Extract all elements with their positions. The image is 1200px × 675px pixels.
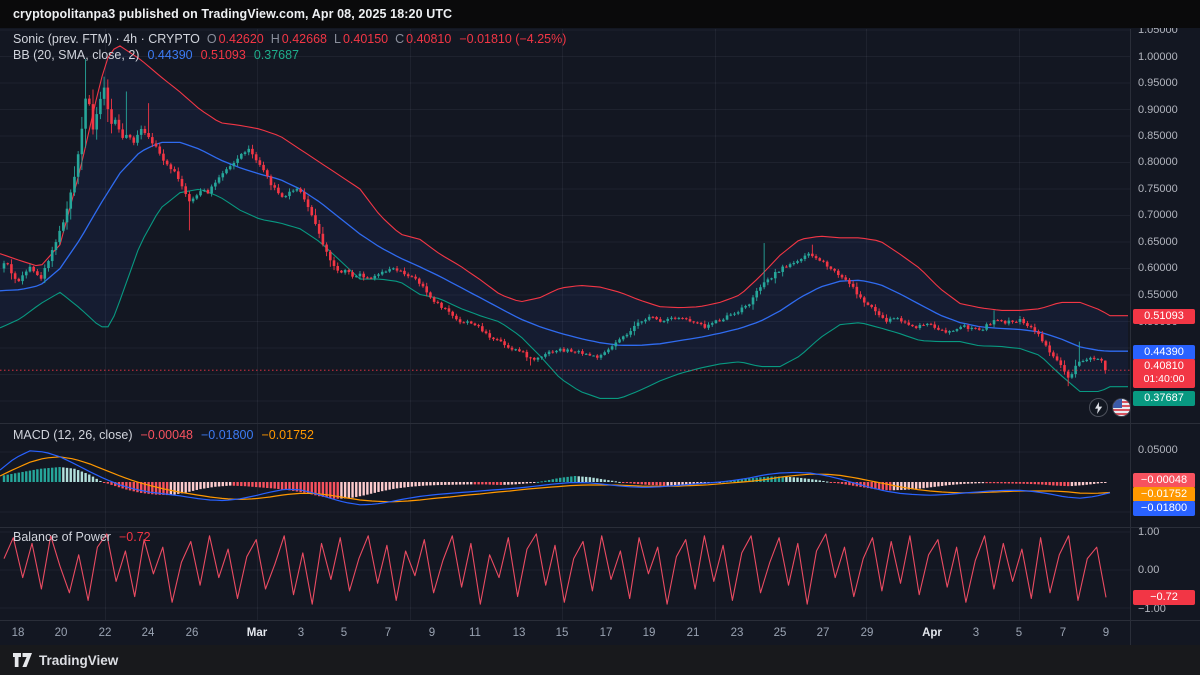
macd-hist-value: −0.00048 (140, 428, 193, 442)
time-axis-month-tick[interactable]: Mar (246, 627, 268, 639)
open-label: O (206, 32, 217, 46)
lightning-icon (1095, 401, 1103, 414)
macd-title: MACD (12, 26, close) (13, 428, 133, 442)
time-axis-tick[interactable]: 27 (816, 627, 830, 639)
bb-basis-price-badge: 0.44390 (1133, 345, 1195, 360)
time-axis-tick[interactable]: 15 (555, 627, 569, 639)
bb-upper-price-badge: 0.51093 (1133, 309, 1195, 324)
price-axis-label: 0.65000 (1138, 236, 1178, 248)
time-axis-tick[interactable]: 18 (11, 627, 25, 639)
macd-line-value: −0.01800 (200, 428, 254, 442)
high-value: 0.42668 (281, 32, 327, 46)
header-bar: cryptopolitanpa3 published on TradingVie… (0, 0, 1200, 28)
open-value: 0.42620 (218, 32, 264, 46)
time-axis-tick[interactable]: 5 (1015, 627, 1023, 639)
bop-pane[interactable] (3, 533, 1107, 605)
price-axis-label: 0.70000 (1138, 209, 1178, 221)
price-axis-label: 0.60000 (1138, 262, 1178, 274)
time-axis-tick[interactable]: 7 (1059, 627, 1067, 639)
high-label: H (270, 32, 280, 46)
price-axis-label: 0.80000 (1138, 156, 1178, 168)
bop-title: Balance of Power (13, 530, 111, 544)
pane-action-buttons (1089, 398, 1131, 417)
time-axis-tick[interactable]: 24 (141, 627, 155, 639)
tradingview-logo-icon[interactable] (13, 653, 32, 667)
bb-basis-value: 0.44390 (147, 48, 193, 62)
bb-title: BB (20, SMA, close, 2) (13, 48, 140, 62)
price-axis-label: 0.75000 (1138, 183, 1178, 195)
macd-legend[interactable]: MACD (12, 26, close) −0.00048 −0.01800 −0.0… (13, 428, 314, 442)
bb-lower-value: 0.37687 (253, 48, 299, 62)
avatar-flag-quadrant (1113, 399, 1122, 408)
gridlines (0, 29, 1130, 620)
low-label: L (333, 32, 341, 46)
bollinger-bands (0, 45, 1128, 399)
bop-axis-label: 1.00 (1138, 526, 1160, 538)
price-axis-label: 1.00000 (1138, 51, 1178, 63)
bb-upper-value: 0.51093 (200, 48, 246, 62)
macd-axis-label: 0.05000 (1138, 444, 1178, 456)
price-axis-label: 0.55000 (1138, 289, 1178, 301)
time-axis-tick[interactable]: 5 (340, 627, 348, 639)
close-value: 0.40810 (406, 32, 452, 46)
time-axis-tick[interactable]: 9 (428, 627, 436, 639)
symbol-legend-row[interactable]: Sonic (prev. FTM) · 4h · CRYPTO O 0.42620 H… (13, 31, 566, 47)
time-axis-tick[interactable]: 17 (599, 627, 613, 639)
time-axis-tick[interactable]: 7 (384, 627, 392, 639)
header-attribution: cryptopolitanpa3 published on TradingVie… (13, 7, 453, 21)
bb-legend-row[interactable]: BB (20, SMA, close, 2) 0.44390 0.51093 0.37… (13, 47, 566, 63)
time-axis-tick[interactable]: 3 (297, 627, 305, 639)
time-axis-tick[interactable]: 9 (1102, 627, 1110, 639)
macd-hist-badge: −0.00048 (1133, 473, 1195, 488)
symbol-title: Sonic (prev. FTM) · 4h · CRYPTO (13, 32, 200, 46)
macd-signal-value: −0.01752 (261, 428, 314, 442)
bop-value-badge: −0.72 (1133, 590, 1195, 605)
bop-axis-label: 0.00 (1138, 564, 1160, 576)
close-label: C (395, 32, 405, 46)
time-axis-tick[interactable]: 20 (54, 627, 68, 639)
footer-bar: TradingView (0, 645, 1200, 675)
time-axis-tick[interactable]: 3 (972, 627, 980, 639)
symbol-legend: Sonic (prev. FTM) · 4h · CRYPTO O 0.42620 H… (13, 31, 566, 63)
bb-lower-price-badge: 0.37687 (1133, 391, 1195, 406)
time-axis-tick[interactable]: 19 (642, 627, 656, 639)
time-axis-tick[interactable]: 26 (185, 627, 199, 639)
time-axis-tick[interactable]: 22 (98, 627, 112, 639)
price-axis-label: 0.85000 (1138, 130, 1178, 142)
price-axis-label: 0.95000 (1138, 77, 1178, 89)
bop-axis-label: −1.00 (1138, 603, 1166, 615)
time-axis-tick[interactable]: 29 (860, 627, 874, 639)
price-candles[interactable] (2, 59, 1107, 387)
last-price-badge: 0.40810 01:40:00 (1133, 359, 1195, 388)
macd-signal-badge: −0.01752 (1133, 487, 1195, 502)
time-axis-month-tick[interactable]: Apr (922, 627, 942, 639)
bop-legend[interactable]: Balance of Power −0.72 (13, 530, 151, 544)
time-axis-tick[interactable]: 13 (512, 627, 526, 639)
bop-value: −0.72 (118, 530, 151, 544)
macd-line-badge: −0.01800 (1133, 501, 1195, 516)
footer-brand[interactable]: TradingView (39, 652, 119, 668)
macd-pane[interactable] (0, 450, 1111, 506)
time-axis-tick[interactable]: 21 (686, 627, 700, 639)
time-axis-tick[interactable]: 11 (469, 627, 481, 639)
boost-button[interactable] (1089, 398, 1108, 417)
low-value: 0.40150 (342, 32, 389, 46)
publisher-avatar[interactable] (1112, 398, 1131, 417)
time-axis-tick[interactable]: 23 (730, 627, 744, 639)
change-value: −0.01810 (−4.25%) (459, 32, 567, 46)
time-axis-tick[interactable]: 25 (773, 627, 787, 639)
price-axis-label: 0.90000 (1138, 104, 1178, 116)
